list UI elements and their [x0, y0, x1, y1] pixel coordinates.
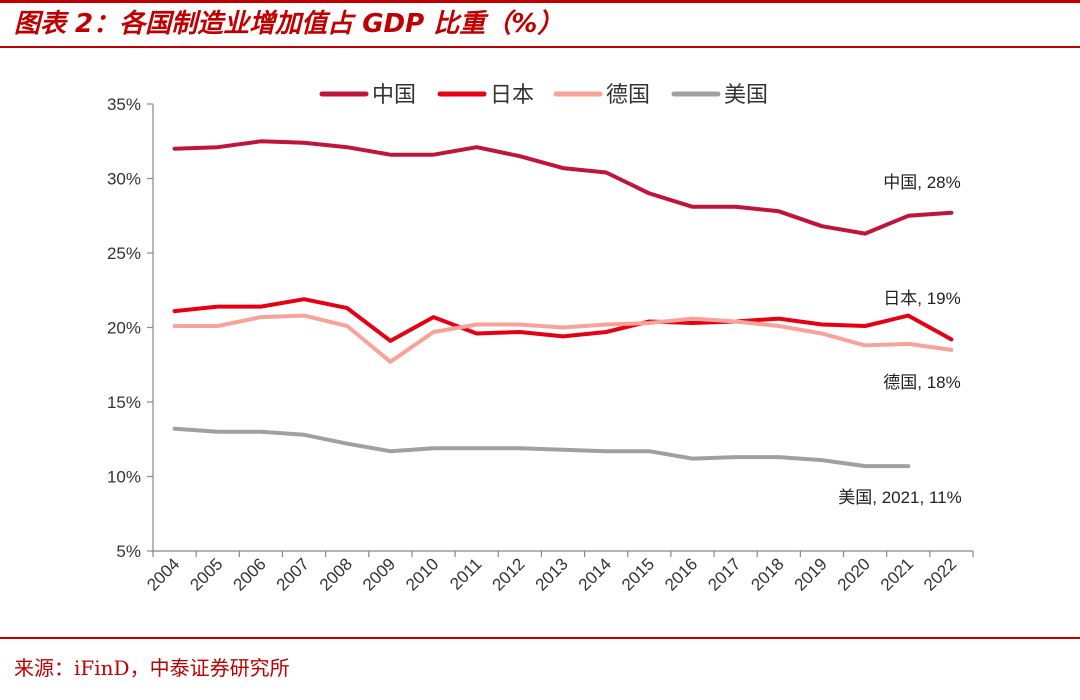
x-tick-label: 2008	[316, 554, 356, 594]
y-tick-label: 10%	[107, 468, 141, 487]
legend-entry-中国: 中国	[372, 83, 416, 108]
x-tick-label: 2011	[446, 554, 485, 593]
series-line-中国	[172, 139, 954, 236]
x-tick-label: 2021	[877, 554, 917, 594]
x-tick-label: 2013	[532, 554, 572, 594]
x-tick-label: 2004	[143, 554, 183, 594]
series-line-日本	[172, 297, 954, 343]
legend-entry-德国: 德国	[606, 83, 650, 108]
legend-entry-日本: 日本	[490, 83, 534, 108]
y-tick-label: 5%	[116, 542, 141, 561]
line-chart: 5% 10% 15% 20% 25% 30% 35% 2004 2005 2006 2007 2008…	[107, 83, 974, 595]
chart-title: 图表 2：各国制造业增加值占 GDP 比重（%）	[14, 9, 564, 39]
x-tick-label: 2009	[359, 554, 399, 594]
y-tick-label: 25%	[107, 244, 141, 263]
x-tick-label: 2017	[704, 554, 744, 594]
x-tick-label: 2010	[402, 554, 442, 594]
data-label-德国: 德国, 18%	[883, 373, 960, 392]
data-label-日本: 日本, 19%	[883, 289, 960, 308]
x-tick-label: 2019	[791, 554, 831, 594]
x-tick-label: 2012	[488, 554, 528, 594]
x-tick-label: 2006	[230, 554, 270, 594]
source-note: 来源：iFinD，中泰证券研究所	[14, 656, 290, 680]
data-label-中国: 中国, 28%	[883, 173, 960, 192]
legend-entry-美国: 美国	[724, 83, 768, 108]
x-tick-label: 2015	[618, 554, 658, 594]
data-label-美国: 美国, 2021, 11%	[838, 488, 961, 507]
header-rule	[0, 46, 1080, 48]
x-tick-label: 2016	[661, 554, 701, 594]
y-tick-label: 20%	[107, 319, 141, 338]
x-tick-label: 2022	[920, 554, 960, 594]
x-tick-label: 2020	[834, 554, 874, 594]
top-rule	[0, 0, 1080, 3]
y-tick-label: 30%	[107, 170, 141, 189]
y-tick-label: 35%	[107, 95, 141, 114]
x-tick-label: 2018	[747, 554, 787, 594]
y-tick-label: 15%	[107, 393, 141, 412]
x-tick-label: 2007	[273, 554, 313, 594]
footer-rule	[0, 637, 1080, 639]
x-tick-label: 2014	[575, 554, 615, 594]
series-line-美国	[172, 426, 911, 469]
x-tick-label: 2005	[186, 554, 226, 594]
series-line-德国	[172, 313, 954, 364]
